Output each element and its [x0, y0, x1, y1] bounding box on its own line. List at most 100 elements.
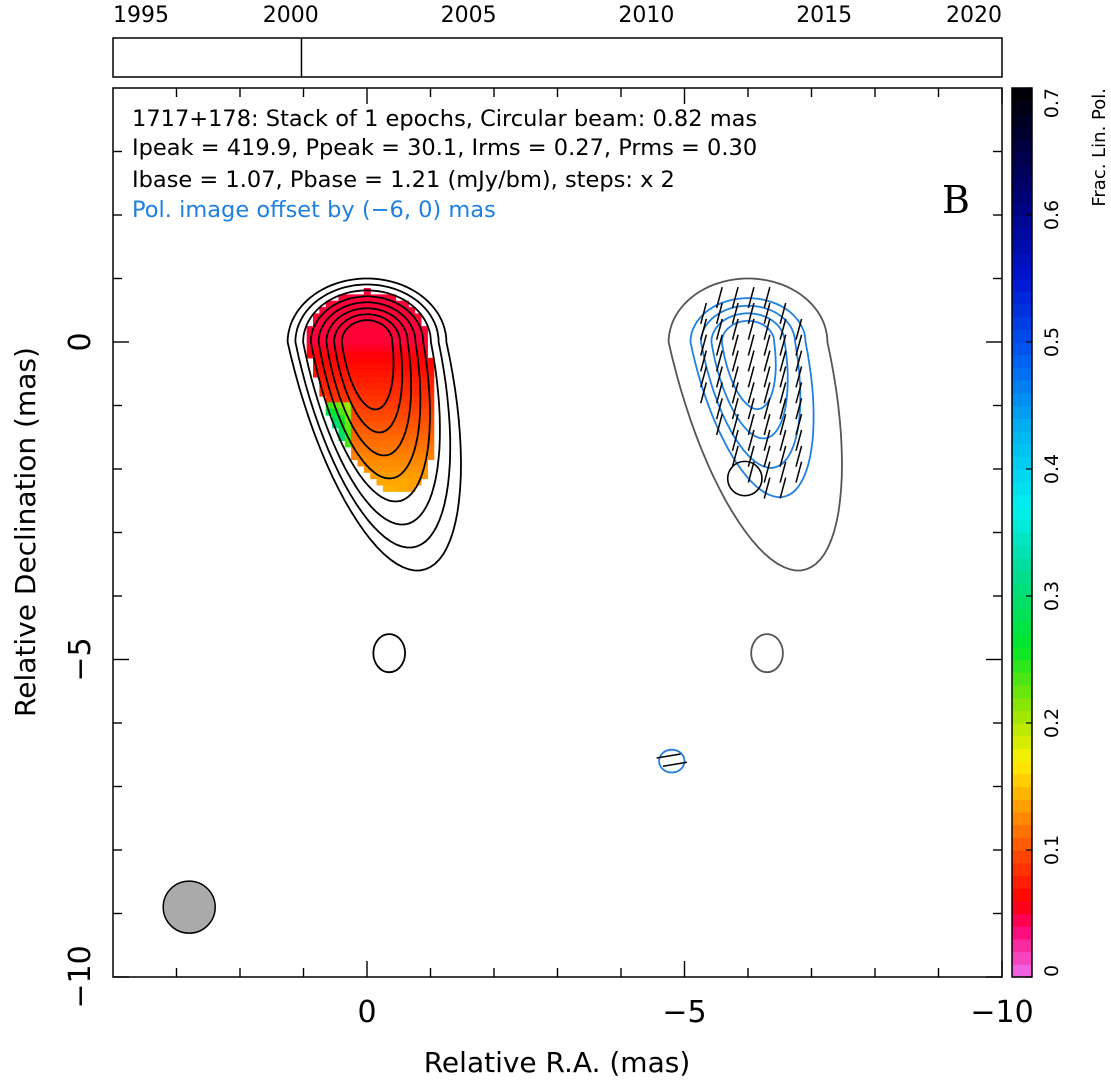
heatmap-cell	[357, 364, 365, 372]
heatmap-cell	[306, 351, 314, 359]
heatmap-cell	[363, 307, 371, 315]
heatmap-cell	[401, 345, 409, 353]
stokes-i-contour	[340, 319, 395, 411]
heatmap-cell	[382, 440, 390, 448]
heatmap-cell	[427, 453, 435, 461]
heatmap-cell	[408, 357, 416, 365]
colorbar-cell	[1012, 329, 1032, 343]
heatmap-cell	[395, 370, 403, 378]
heatmap-cell	[414, 465, 422, 473]
heatmap-cell	[408, 313, 416, 321]
heatmap-cell	[363, 319, 371, 327]
heatmap-cell	[401, 319, 409, 327]
heatmap-cell	[382, 376, 390, 384]
colorbar-tick-label: 0.4	[1041, 454, 1063, 484]
colorbar-cell	[1012, 519, 1032, 534]
heatmap-cell	[408, 370, 416, 378]
heatmap-cell	[363, 351, 371, 359]
evpa-vector	[747, 413, 755, 436]
heatmap-cell	[376, 421, 384, 429]
heatmap-cell	[357, 351, 365, 359]
colorbar-cell	[1012, 253, 1032, 267]
heatmap-cell	[382, 364, 390, 372]
heatmap-cell	[351, 453, 359, 461]
heatmap-cell	[370, 453, 378, 461]
polarized-contour	[720, 320, 777, 410]
heatmap-cell	[389, 415, 397, 422]
heatmap-cell	[420, 472, 428, 480]
x-tick-label: 0	[357, 995, 376, 1030]
heatmap-cell	[332, 364, 340, 372]
colorbar-cell	[1012, 786, 1032, 800]
heatmap-cell	[370, 307, 378, 315]
evpa-vector	[795, 413, 803, 436]
colorbar-cell	[1012, 430, 1032, 445]
evpa-vector	[779, 477, 787, 499]
stokes-i-contour	[317, 301, 422, 480]
heatmap-cell	[382, 300, 390, 308]
evpa-vector	[763, 477, 771, 499]
y-tick-label: −5	[63, 637, 98, 681]
heatmap-cell	[395, 389, 403, 397]
evpa-vector	[779, 413, 787, 436]
heatmap-cell	[344, 408, 352, 416]
heatmap-cell	[325, 395, 333, 403]
heatmap-cell	[357, 408, 365, 416]
evpa-vector	[795, 461, 803, 483]
heatmap-cell	[351, 370, 359, 378]
heatmap-cell	[382, 459, 390, 467]
heatmap-cell	[420, 421, 428, 429]
heatmap-cell	[401, 421, 409, 429]
heatmap-cell	[376, 389, 384, 397]
heatmap-cell	[313, 351, 320, 359]
heatmap-cell	[363, 446, 371, 454]
heatmap-cell	[427, 402, 435, 410]
colorbar-cell	[1012, 354, 1032, 368]
heatmap-cell	[332, 326, 340, 334]
heatmap-cell	[344, 427, 352, 435]
evpa-vector	[779, 382, 787, 404]
heatmap-cell	[357, 427, 365, 435]
heatmap-cell	[395, 446, 403, 454]
heatmap-cell	[319, 332, 327, 340]
fractional-polarization-heatmap	[306, 288, 435, 492]
heatmap-cell	[376, 395, 384, 403]
heatmap-cell	[414, 370, 422, 378]
heatmap-cell	[401, 395, 409, 403]
heatmap-cell	[325, 300, 333, 308]
evpa-vector	[731, 382, 739, 404]
colorbar-cell	[1012, 138, 1032, 153]
heatmap-cell	[332, 319, 340, 327]
heatmap-cell	[401, 364, 409, 372]
heatmap-cell	[420, 395, 428, 403]
evpa-vector	[747, 366, 755, 388]
heatmap-cell	[319, 383, 327, 391]
colorbar-ticks: 0 0.1 0.2 0.3 0.4 0.5 0.6 0.7	[1026, 87, 1063, 978]
heatmap-cell	[363, 357, 371, 365]
colorbar-cell	[1012, 735, 1032, 749]
heatmap-cell	[408, 421, 416, 429]
colorbar-cell	[1012, 570, 1032, 584]
heatmap-cell	[319, 351, 327, 359]
heatmap-cell	[420, 408, 428, 416]
heatmap-cell	[370, 345, 378, 353]
heatmap-cell	[357, 402, 365, 410]
heatmap-cell	[351, 326, 359, 334]
heatmap-cell	[401, 332, 409, 340]
heatmap-cell	[414, 326, 422, 334]
heatmap-cell	[420, 338, 428, 346]
annotation-line-3: Ibase = 1.07, Pbase = 1.21 (mJy/bm), ste…	[132, 167, 675, 193]
heatmap-cell	[401, 307, 409, 315]
heatmap-cell	[408, 395, 416, 403]
heatmap-cell	[332, 395, 340, 403]
heatmap-cell	[363, 313, 371, 321]
heatmap-cell	[414, 383, 422, 391]
polarized-knot-contour	[726, 460, 763, 497]
heatmap-cell	[351, 434, 359, 442]
heatmap-cell	[395, 434, 403, 442]
evpa-vector	[731, 302, 739, 325]
heatmap-cell	[382, 351, 390, 359]
heatmap-cell	[420, 440, 428, 448]
heatmap-cell	[351, 351, 359, 359]
stokes-i-contour	[333, 313, 404, 434]
